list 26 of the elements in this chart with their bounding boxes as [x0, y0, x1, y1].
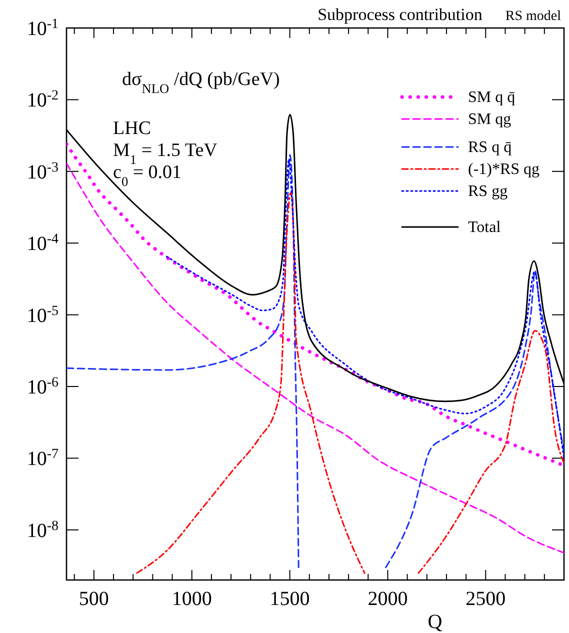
legend-label: SM q q̄ [468, 89, 516, 106]
x-tick-label: 1000 [172, 588, 212, 610]
y-tick-label: 10$^{-5}$ [26, 303, 58, 327]
x-tick-label: 2000 [368, 588, 408, 610]
y-axis-title: dσ$_{NLO}$ /dQ (pb/GeV) [122, 69, 280, 96]
y-tick-label: 10$^{-1}$ [26, 16, 58, 40]
x-tick-label: 1500 [270, 588, 310, 610]
legend-label: SM qg [468, 111, 512, 128]
y-tick-label: 10$^{-2}$ [26, 88, 58, 112]
chart-title: Subprocess contribution [318, 5, 483, 24]
x-axis-title: Q [428, 611, 443, 633]
annotation: LHC [113, 118, 151, 139]
legend-label: RS gg [468, 183, 508, 200]
line-series [66, 142, 564, 468]
legend-label: (-1)*RS qg [468, 161, 540, 178]
y-tick-label: 10$^{-7}$ [26, 446, 58, 470]
annotation: M$_{1}$ = 1.5 TeV [113, 140, 218, 166]
y-tick-label: 10$^{-3}$ [26, 160, 58, 184]
legend-label: RS q q̄ [468, 139, 512, 156]
legend-label: Total [468, 219, 502, 236]
chart-subtitle: RS model [505, 9, 562, 24]
x-tick-label: 2500 [466, 588, 506, 610]
y-tick-label: 10$^{-4}$ [26, 232, 58, 256]
y-tick-label: 10$^{-6}$ [26, 374, 58, 398]
y-tick-label: 10$^{-8}$ [26, 518, 58, 542]
x-tick-label: 500 [78, 588, 109, 610]
